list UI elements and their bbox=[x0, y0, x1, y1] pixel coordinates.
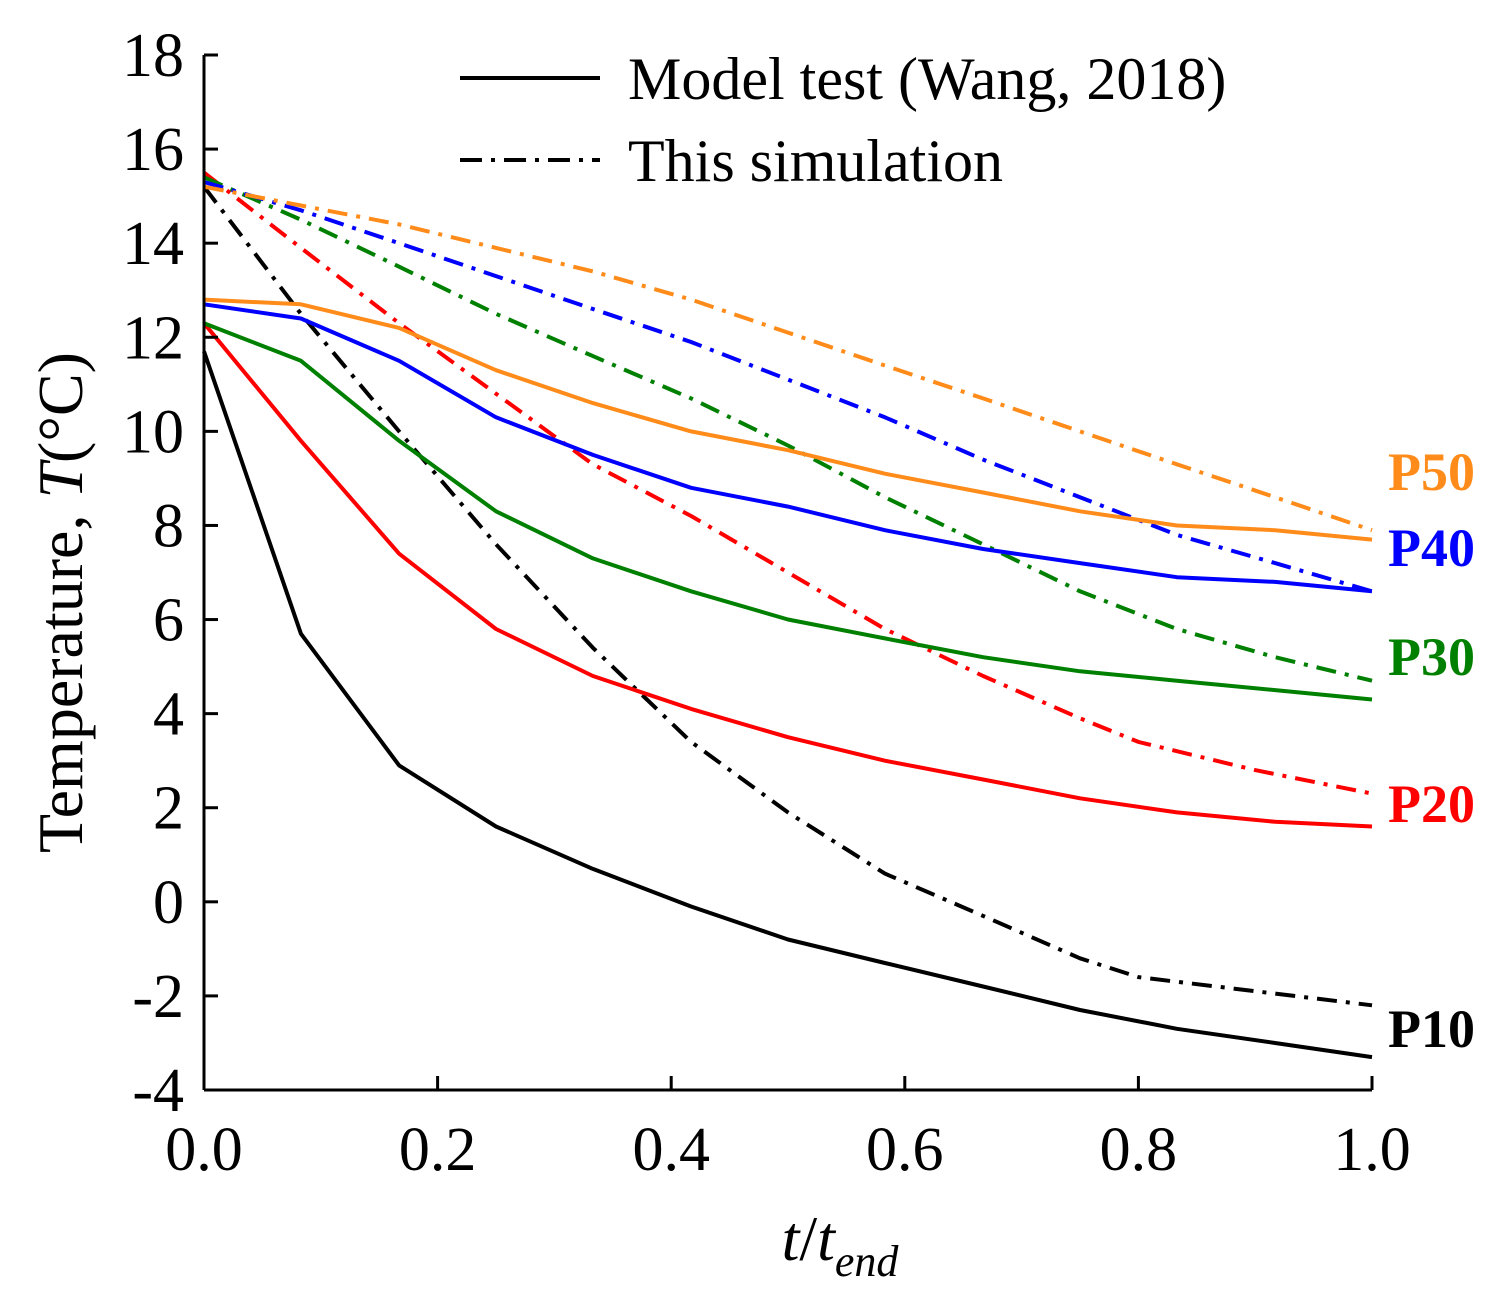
y-tick-label: 10 bbox=[122, 398, 184, 466]
x-tick-label: 0.2 bbox=[399, 1116, 477, 1184]
simulation-line-p50 bbox=[203, 184, 1373, 533]
y-tick-label: 6 bbox=[153, 587, 184, 655]
series-label-p50: P50 bbox=[1388, 442, 1475, 502]
y-tick-label: 4 bbox=[153, 681, 184, 749]
model-test-line-p50 bbox=[203, 297, 1373, 542]
y-tick-label: 2 bbox=[153, 775, 184, 843]
y-tick-label: 14 bbox=[122, 210, 184, 278]
model-test-line-p20 bbox=[202, 321, 1373, 829]
y-tick-label: 16 bbox=[122, 116, 184, 184]
y-axis-title: Temperature, T(°C) bbox=[25, 352, 96, 853]
legend-label-simulation: This simulation bbox=[628, 128, 1003, 194]
legend: Model test (Wang, 2018) This simulation bbox=[460, 46, 1226, 194]
y-tick-label: -4 bbox=[132, 1057, 184, 1125]
series-layer bbox=[202, 171, 1373, 1060]
y-tick-label: 12 bbox=[122, 304, 184, 372]
labels-layer: t/tend Temperature, T(°C) P10 P20 P30 P40 P50 bbox=[25, 352, 1475, 1286]
model-test-line-p10 bbox=[202, 350, 1373, 1060]
y-tick-label: 18 bbox=[122, 22, 184, 90]
simulation-line-p30 bbox=[203, 175, 1373, 683]
model-test-line-p40 bbox=[203, 302, 1373, 594]
simulation-line-p10 bbox=[202, 185, 1373, 1008]
legend-label-model-test: Model test (Wang, 2018) bbox=[628, 46, 1226, 112]
axes-layer: -4 -2 0 2 4 6 8 10 12 14 16 18 0.0 0.2 0.4 0.6 0.8 1.0 bbox=[122, 22, 1411, 1184]
simulation-line-p20 bbox=[202, 171, 1373, 796]
y-tick-label: 8 bbox=[153, 492, 184, 560]
model-test-line-p30 bbox=[203, 321, 1373, 702]
series-label-p20: P20 bbox=[1388, 774, 1475, 834]
x-tick-label: 0.4 bbox=[632, 1116, 710, 1184]
x-tick-label: 0.8 bbox=[1100, 1116, 1178, 1184]
x-tick-label: 0.0 bbox=[165, 1116, 243, 1184]
x-tick-label: 1.0 bbox=[1333, 1116, 1411, 1184]
x-tick-label: 0.6 bbox=[866, 1116, 944, 1184]
series-label-p30: P30 bbox=[1388, 627, 1475, 687]
series-label-p10: P10 bbox=[1388, 999, 1475, 1059]
x-axis-title: t/tend bbox=[782, 1203, 900, 1286]
series-label-p40: P40 bbox=[1388, 518, 1475, 578]
y-tick-label: -2 bbox=[132, 963, 184, 1031]
y-tick-label: 0 bbox=[153, 869, 184, 937]
